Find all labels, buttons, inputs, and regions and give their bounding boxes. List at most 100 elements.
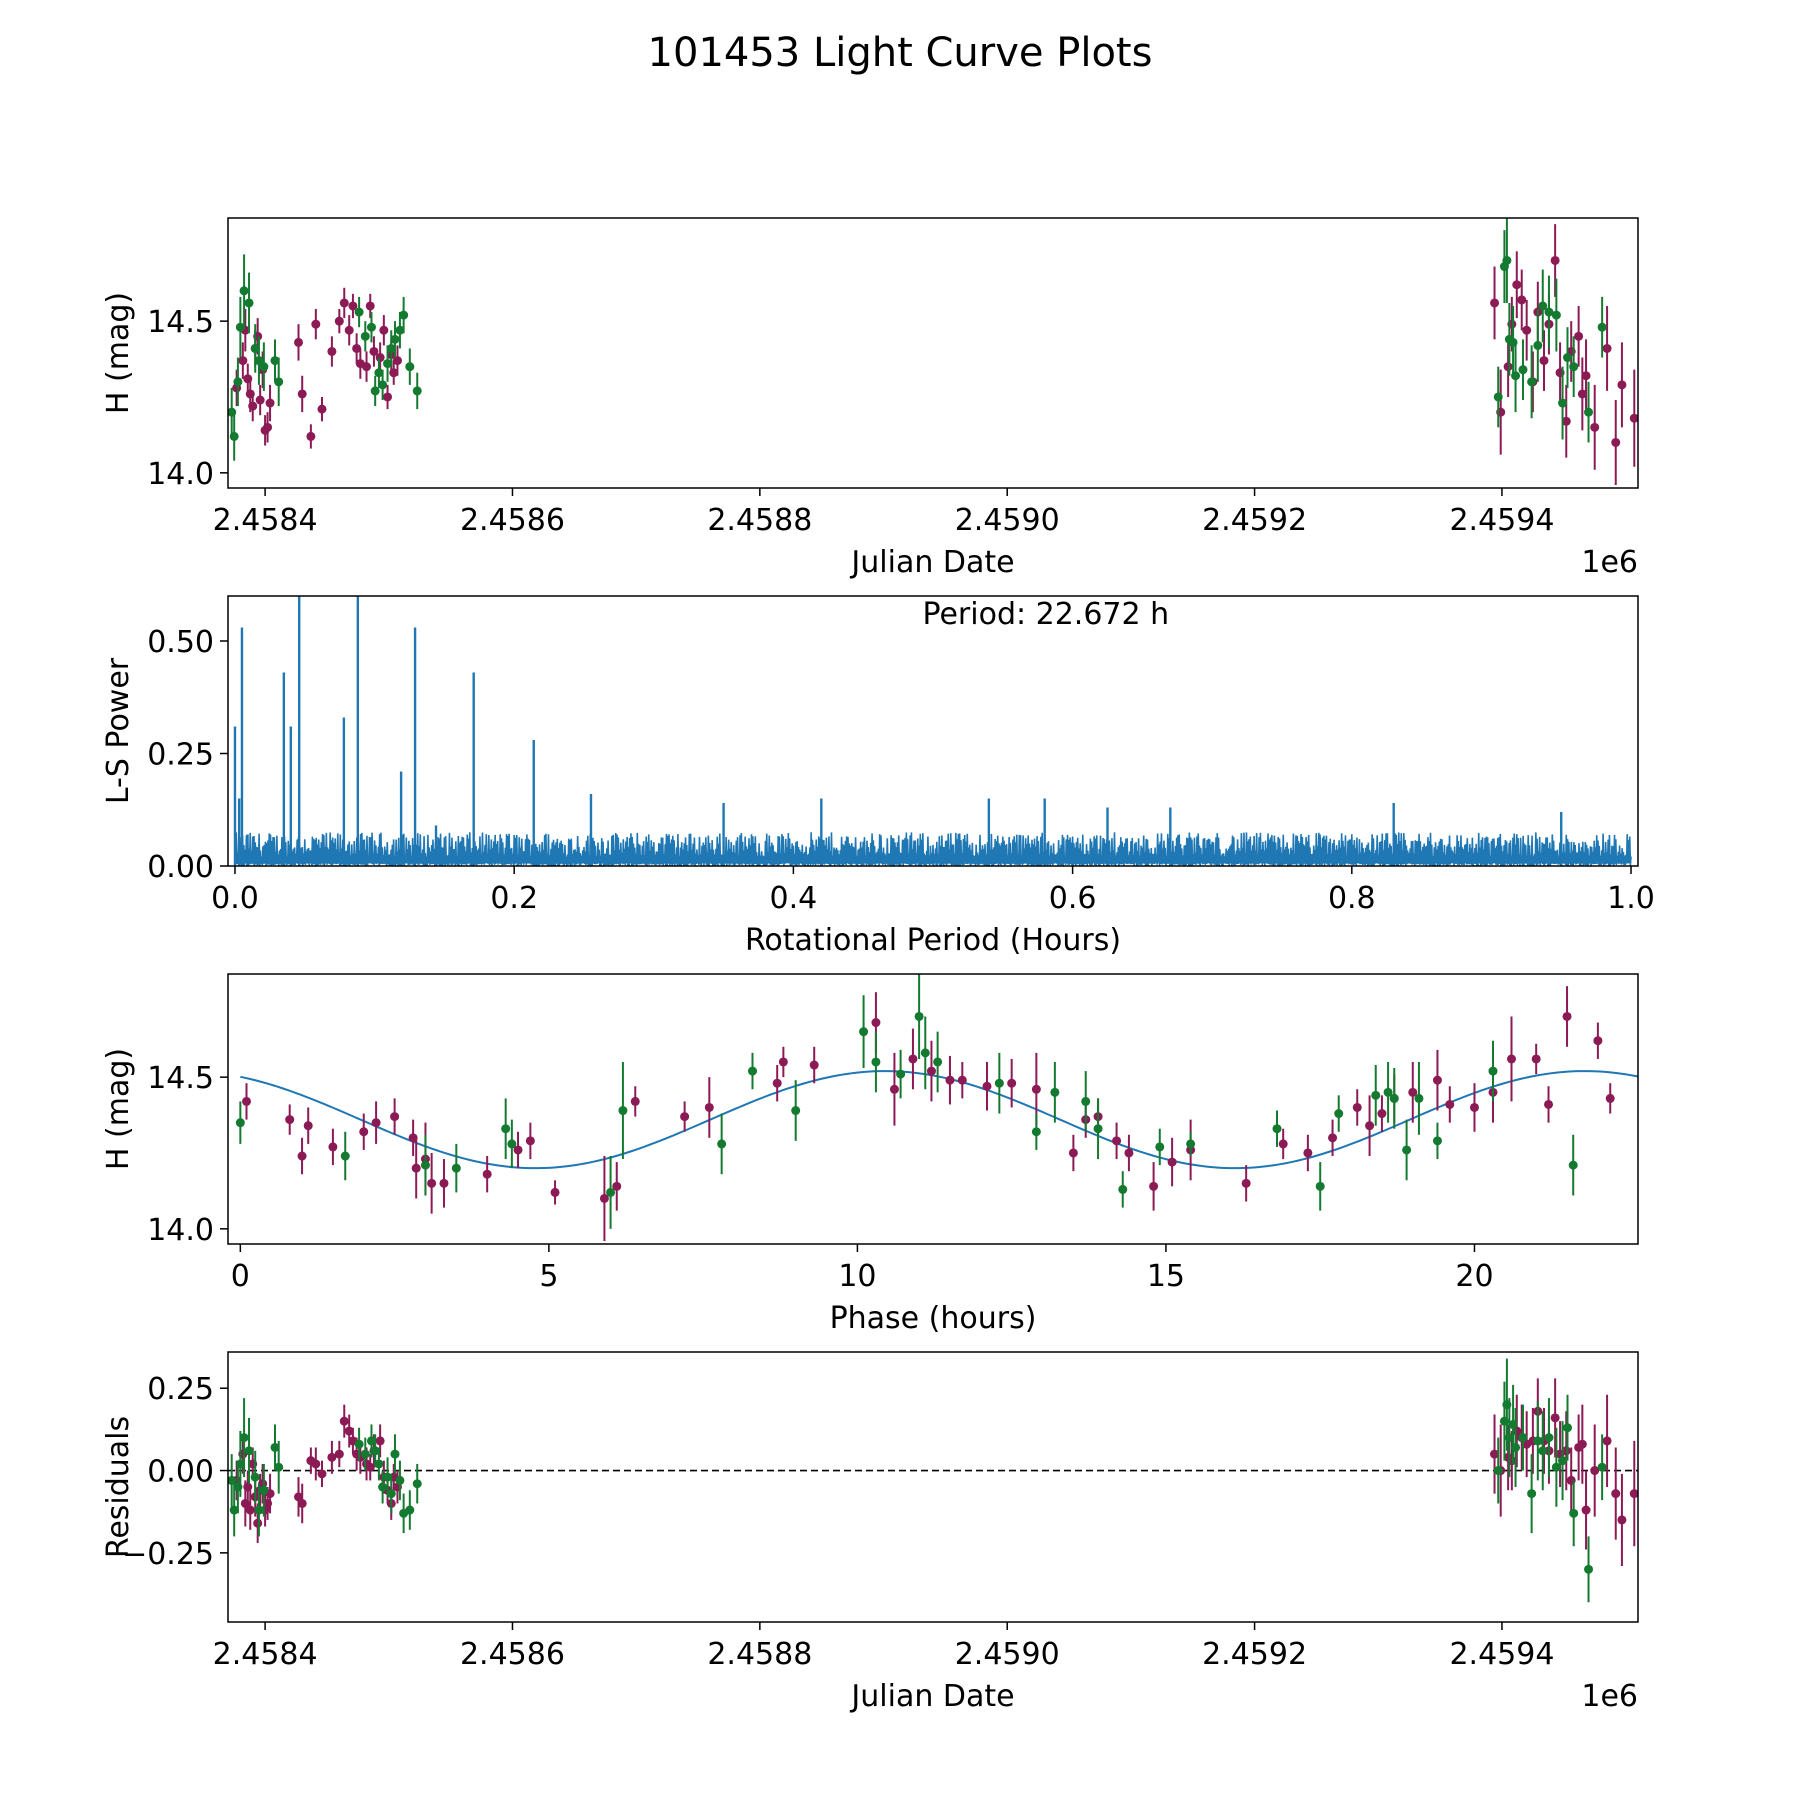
data-point: [1365, 1121, 1375, 1131]
data-point: [405, 1505, 415, 1515]
data-point: [772, 1078, 782, 1088]
x-tick-label: 0: [231, 1259, 250, 1294]
data-point: [1617, 380, 1627, 390]
data-point: [1334, 1109, 1344, 1119]
x-axis-label: Julian Date: [849, 1679, 1014, 1714]
x-tick-label: 2.4592: [1202, 1637, 1307, 1672]
data-point: [1167, 1157, 1177, 1167]
x-axis-label: Rotational Period (Hours): [745, 923, 1121, 958]
data-point: [370, 386, 380, 396]
data-point: [599, 1193, 609, 1203]
series-r: [232, 1378, 1638, 1567]
y-tick-label: 0.00: [147, 1455, 214, 1490]
y-tick-label: −0.25: [122, 1537, 214, 1572]
data-point: [1605, 1093, 1615, 1103]
x-tick-label: 20: [1455, 1259, 1493, 1294]
data-point: [250, 1472, 260, 1482]
data-point: [1432, 1075, 1442, 1085]
data-point: [242, 1096, 252, 1106]
data-point: [344, 1426, 354, 1436]
data-point: [412, 1479, 422, 1489]
data-point: [1577, 389, 1587, 399]
data-point: [1383, 1087, 1393, 1097]
data-point: [791, 1106, 801, 1116]
data-point: [1590, 1466, 1600, 1476]
x-tick-label: 0.2: [490, 881, 538, 916]
x-tick-label: 0.6: [1049, 881, 1097, 916]
data-point: [889, 1084, 899, 1094]
data-point: [914, 1011, 924, 1021]
data-point: [285, 1115, 295, 1125]
data-point: [439, 1178, 449, 1188]
data-point: [933, 1057, 943, 1067]
data-point: [1569, 362, 1579, 372]
data-point: [1590, 422, 1600, 432]
data-point: [270, 356, 280, 366]
data-point: [1531, 1054, 1541, 1064]
data-point: [1518, 365, 1528, 375]
data-point: [1007, 1078, 1017, 1088]
data-point: [1561, 416, 1571, 426]
data-point: [1593, 1036, 1603, 1046]
data-point: [1272, 1124, 1282, 1134]
series-r: [242, 986, 1615, 1241]
data-point: [427, 1178, 437, 1188]
data-point: [274, 1462, 284, 1472]
data-point: [327, 346, 337, 356]
data-point: [630, 1096, 640, 1106]
series-r: [232, 224, 1638, 485]
data-point: [383, 1472, 393, 1482]
data-point: [871, 1057, 881, 1067]
fit-curve: [240, 1070, 1638, 1170]
data-point: [354, 307, 364, 317]
y-tick-label: 0.50: [147, 625, 214, 660]
data-point: [1563, 1423, 1572, 1433]
data-point: [618, 1106, 628, 1116]
plot-area: [235, 974, 1638, 1241]
data-point: [482, 1169, 492, 1179]
data-point: [1611, 437, 1621, 447]
plot-area: [233, 596, 1632, 866]
data-point: [1241, 1178, 1251, 1188]
data-point: [1581, 371, 1591, 381]
data-point: [375, 1436, 385, 1446]
data-point: [1068, 1148, 1078, 1158]
data-point: [399, 310, 409, 320]
data-point: [383, 359, 393, 369]
data-point: [1551, 310, 1561, 320]
data-point: [1550, 1413, 1560, 1423]
data-point: [250, 343, 260, 353]
data-point: [1544, 307, 1554, 317]
y-axis-label: Residuals: [101, 1416, 136, 1558]
data-point: [339, 1416, 349, 1426]
data-point: [239, 286, 249, 296]
data-point: [362, 362, 372, 372]
data-point: [365, 1462, 375, 1472]
data-point: [1504, 1433, 1514, 1443]
data-point: [395, 1475, 405, 1485]
x-tick-label: 2.4590: [955, 1637, 1060, 1672]
data-point: [311, 1459, 321, 1469]
data-point: [235, 322, 245, 332]
data-point: [994, 1078, 1004, 1088]
data-point: [501, 1124, 511, 1134]
data-point: [374, 368, 384, 378]
data-point: [229, 431, 239, 441]
data-point: [1597, 1462, 1607, 1472]
data-point: [1315, 1181, 1325, 1191]
data-point: [1093, 1124, 1103, 1134]
data-point: [392, 356, 402, 366]
data-point: [254, 1505, 264, 1515]
data-point: [1402, 1145, 1412, 1155]
data-point: [386, 1489, 396, 1499]
data-point: [1490, 298, 1500, 308]
x-tick-label: 2.4590: [955, 503, 1060, 538]
data-point: [1569, 1508, 1579, 1518]
y-tick-label: 0.25: [147, 1372, 214, 1407]
data-point: [370, 1446, 380, 1456]
data-point: [339, 298, 349, 308]
x-tick-label: 2.4584: [213, 1637, 318, 1672]
data-point: [359, 1127, 369, 1137]
data-point: [1389, 1093, 1399, 1103]
data-point: [451, 1163, 461, 1173]
